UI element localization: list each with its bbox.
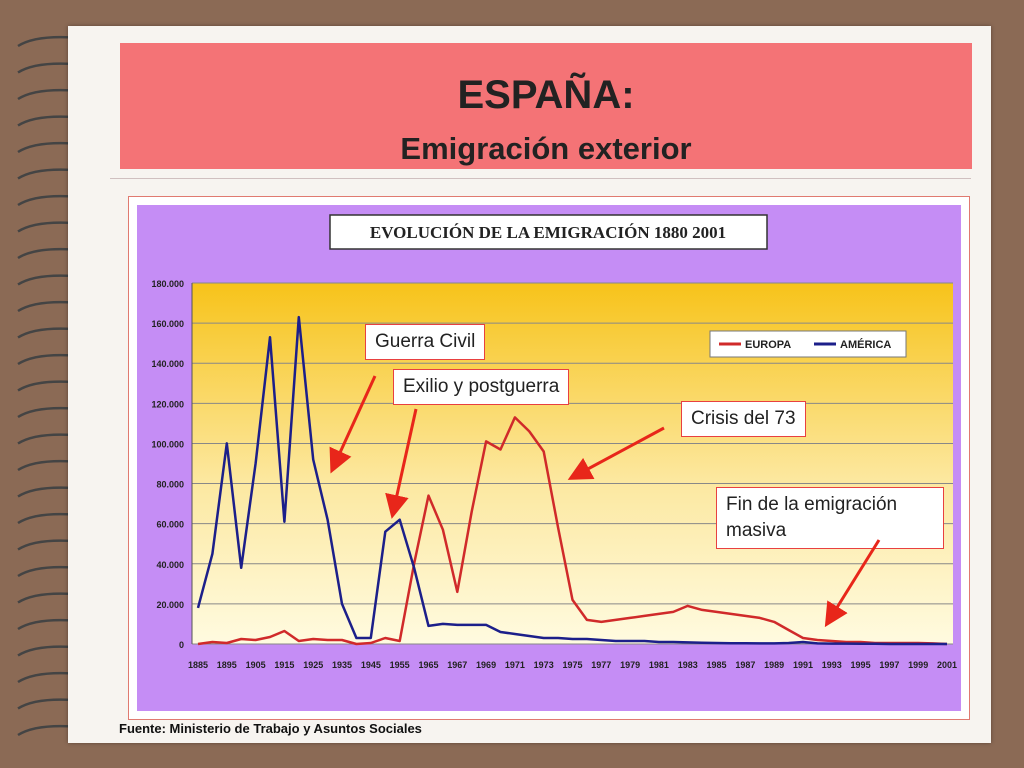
spiral-ring [17,62,70,74]
x-tick-label: 1989 [764,660,784,670]
legend-label: EUROPA [745,339,791,351]
y-tick-label: 140.000 [151,359,184,369]
spiral-ring [17,221,70,233]
spiral-ring [17,512,70,525]
x-tick-label: 2001 [937,660,957,670]
emigration-chart: EVOLUCIÓN DE LA EMIGRACIÓN 1880 2001 0 20.… [137,205,961,711]
spiral-ring [17,433,70,445]
spiral-ring [17,35,70,48]
x-tick-label: 1993 [822,660,842,670]
spiral-ring [17,565,70,578]
x-tick-label: 1973 [534,660,554,670]
x-tick-label: 1969 [476,660,496,670]
series-line-europa [197,416,948,646]
source-note: Fuente: Ministerio de Trabajo y Asuntos … [119,721,422,736]
x-tick-label: 1915 [274,660,294,670]
x-tick-label: 1935 [332,660,352,670]
x-tick-label: 1985 [707,660,727,670]
spiral-ring [17,300,70,313]
spiral-ring [17,698,70,710]
x-tick-label: 1925 [303,660,323,670]
chart-title: EVOLUCIÓN DE LA EMIGRACIÓN 1880 2001 [370,223,726,242]
y-tick-label: 60.000 [156,520,184,530]
chart-title-box [329,214,768,250]
x-tick-label: 1945 [361,660,381,670]
spiral-ring [17,380,70,392]
legend-box [709,330,907,358]
callout-crisis-73: Crisis del 73 [681,401,806,437]
x-tick-label: 1979 [620,660,640,670]
spiral-ring [17,592,70,604]
x-tick-label: 1955 [390,660,410,670]
spiral-ring [17,168,70,180]
spiral-ring [17,141,70,154]
spiral-ring [17,88,70,101]
callout-exilio: Exilio y postguerra [393,369,570,405]
x-tick-label: 1965 [418,660,438,670]
spiral-ring [17,194,70,207]
spiral-ring [17,618,70,631]
spiral-ring [17,327,70,339]
y-tick-label: 0 [179,640,184,650]
spiral-ring [17,486,70,498]
divider [110,178,971,179]
slide-subtitle: Emigración exterior [400,131,692,166]
x-tick-label: 1997 [879,660,899,670]
slide-title: ESPAÑA: [457,73,635,117]
y-tick-label: 120.000 [151,399,184,409]
x-tick-label: 1885 [188,660,208,670]
spiral-ring [17,671,70,684]
x-tick-label: 1971 [505,660,525,670]
y-tick-label: 80.000 [156,480,184,490]
x-tick-label: 1995 [851,660,871,670]
series-line-america [196,315,947,646]
x-tick-label: 1977 [591,660,611,670]
spiral-ring [17,406,70,419]
spiral-ring [17,459,70,472]
spiral-ring [17,353,70,366]
x-tick-label: 1981 [649,660,669,670]
y-tick-label: 40.000 [156,560,184,570]
x-tick-label: 1991 [793,660,813,670]
legend-label: AMÉRICA [840,338,891,351]
callout-fin-emigracion: Fin de la emigración masiva [716,487,944,549]
y-tick-label: 160.000 [151,319,184,329]
y-tick-label: 100.000 [151,439,184,449]
spiral-ring [17,645,70,657]
spiral-ring [17,274,70,286]
spiral-ring [17,539,70,551]
x-tick-label: 1999 [908,660,928,670]
chart-frame: EVOLUCIÓN DE LA EMIGRACIÓN 1880 2001 0 20.… [128,196,970,720]
x-tick-label: 1905 [246,660,266,670]
spiral-ring [17,115,70,127]
x-tick-label: 1967 [447,660,467,670]
x-tick-label: 1983 [678,660,698,670]
x-tick-label: 1975 [562,660,582,670]
x-tick-label: 1987 [735,660,755,670]
y-tick-label: 180.000 [151,279,184,289]
title-banner: ESPAÑA: Emigración exterior [120,43,972,169]
spiral-ring [17,247,70,260]
y-tick-label: 20.000 [156,600,184,610]
slide-page: ESPAÑA: Emigración exterior EVOLUCIÓN DE… [68,26,991,743]
callout-guerra-civil: Guerra Civil [365,324,486,360]
notebook-spiral-binding [17,35,70,737]
spiral-ring [17,724,70,737]
x-tick-label: 1895 [217,660,237,670]
